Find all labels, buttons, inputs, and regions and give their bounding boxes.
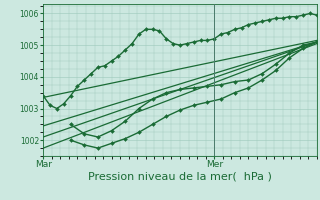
X-axis label: Pression niveau de la mer(  hPa ): Pression niveau de la mer( hPa ) [88, 172, 272, 182]
